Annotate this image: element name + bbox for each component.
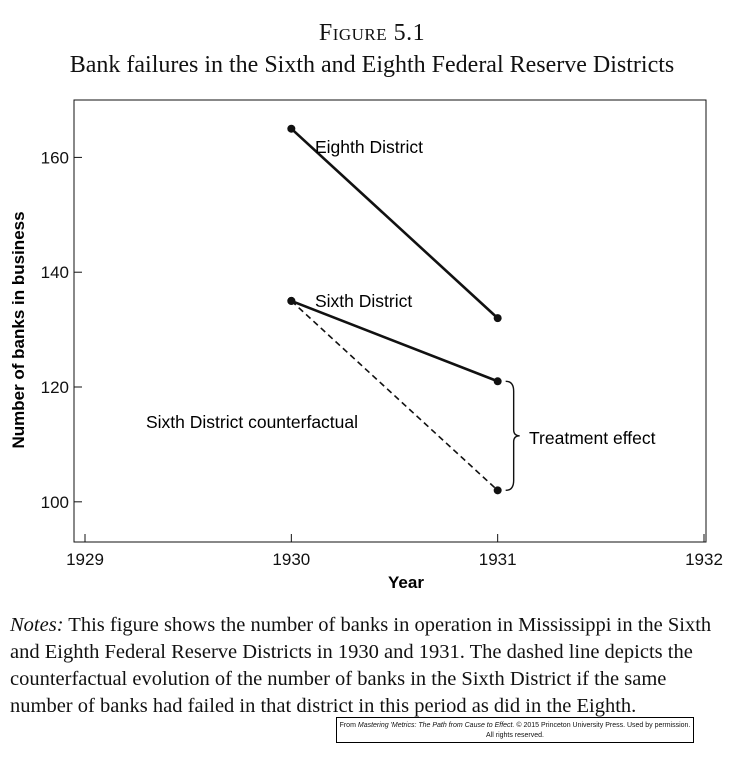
- y-tick-label-120: 120: [41, 378, 69, 397]
- credit-rest: © 2015 Princeton University Press. Used …: [516, 722, 691, 729]
- treatment-effect-label: Treatment effect: [529, 428, 656, 448]
- plot-frame: [73, 99, 707, 543]
- x-tick-label-1932: 1932: [685, 550, 723, 569]
- notes-label: Notes:: [10, 614, 64, 636]
- series-labels: Eighth District Sixth District Sixth Dis…: [146, 137, 423, 432]
- credit-box: From Mastering 'Metrics: The Path from C…: [336, 717, 694, 743]
- series-label-counterfactual: Sixth District counterfactual: [146, 412, 358, 432]
- x-tick-label-1930: 1930: [272, 550, 310, 569]
- point-sixth-counterfactual-1930: [287, 296, 296, 305]
- notes-paragraph: Notes: This figure shows the number of b…: [10, 612, 730, 720]
- series-label-sixth: Sixth District: [315, 291, 412, 311]
- series-group: [287, 124, 502, 495]
- y-tick-label-160: 160: [41, 148, 69, 167]
- series-line-sixth-district: [290, 299, 499, 383]
- y-tick-label-100: 100: [41, 493, 69, 512]
- series-label-eighth: Eighth District: [315, 137, 423, 157]
- x-axis: 1929 1930 1931 1932: [66, 534, 723, 569]
- point-sixth-counterfactual-1931: [493, 486, 502, 495]
- credit-line2: All rights reserved.: [486, 732, 544, 739]
- figure-title: Bank failures in the Sixth and Eighth Fe…: [69, 52, 675, 78]
- x-tick-label-1931: 1931: [479, 550, 517, 569]
- treatment-bracket: [505, 380, 520, 492]
- figure-label: Figure 5.1: [318, 20, 426, 46]
- x-axis-title: Year: [388, 573, 424, 592]
- credit-book: Mastering 'Metrics: The Path from Cause …: [357, 722, 515, 729]
- credit-prefix: From: [339, 722, 356, 729]
- chart: 100 120 140 160 1929 1930 1931 1932 Eighth Dis…: [9, 99, 723, 592]
- series-line-eighth-district: [290, 127, 499, 320]
- y-axis: 100 120 140 160: [41, 148, 82, 512]
- point-sixth-district-1931: [493, 377, 502, 386]
- y-tick-label-140: 140: [41, 263, 69, 282]
- point-eighth-district-1931: [493, 314, 502, 323]
- notes-text: This figure shows the number of banks in…: [10, 614, 712, 717]
- y-axis-title: Number of banks in business: [9, 211, 28, 448]
- series-line-sixth-counterfactual: [290, 300, 499, 491]
- x-tick-label-1929: 1929: [66, 550, 104, 569]
- point-eighth-district-1930: [287, 124, 296, 133]
